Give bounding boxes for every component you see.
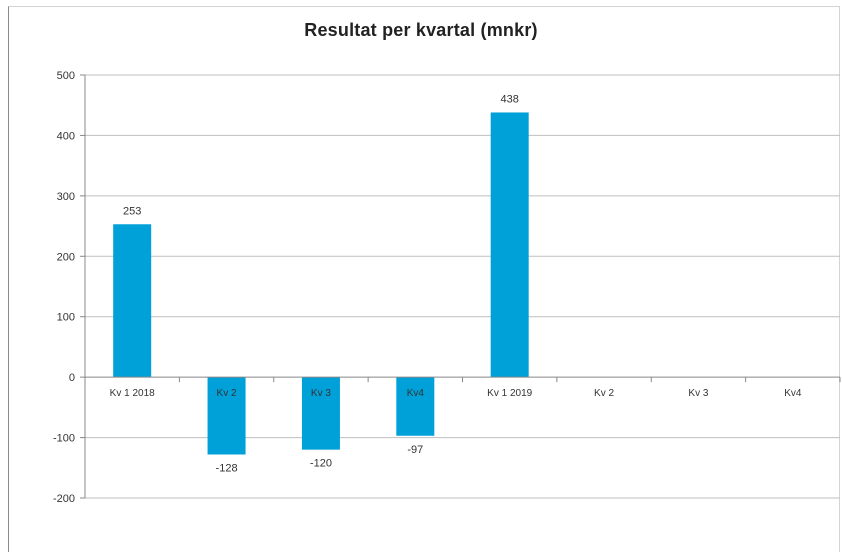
- y-tick-label: -100: [53, 433, 75, 445]
- x-tick-label: Kv 2: [217, 388, 237, 399]
- y-tick-label: 0: [69, 372, 75, 384]
- bar: [301, 377, 340, 450]
- data-label: -128: [216, 462, 238, 474]
- bar: [207, 377, 246, 455]
- bar: [113, 224, 152, 378]
- bar: [490, 112, 529, 378]
- x-tick-label: Kv 3: [688, 388, 708, 399]
- x-tick-label: Kv 1 2018: [110, 388, 155, 399]
- bar: [396, 377, 435, 436]
- y-tick-label: 400: [57, 130, 75, 142]
- x-tick-label: Kv 1 2019: [487, 388, 532, 399]
- data-label: -120: [310, 458, 332, 470]
- data-label: -97: [407, 444, 423, 456]
- data-label: 253: [123, 205, 141, 217]
- x-tick-label: Kv4: [784, 388, 802, 399]
- x-tick-label: Kv4: [407, 388, 425, 399]
- chart-title: Resultat per kvartal (mnkr): [304, 20, 538, 40]
- data-label: 438: [501, 93, 519, 105]
- y-tick-label: 300: [57, 191, 75, 203]
- y-tick-label: 100: [57, 312, 75, 324]
- x-tick-label: Kv 3: [311, 388, 331, 399]
- y-tick-label: 500: [57, 70, 75, 82]
- y-tick-label: -200: [53, 493, 75, 505]
- y-tick-label: 200: [57, 251, 75, 263]
- x-tick-label: Kv 2: [594, 388, 614, 399]
